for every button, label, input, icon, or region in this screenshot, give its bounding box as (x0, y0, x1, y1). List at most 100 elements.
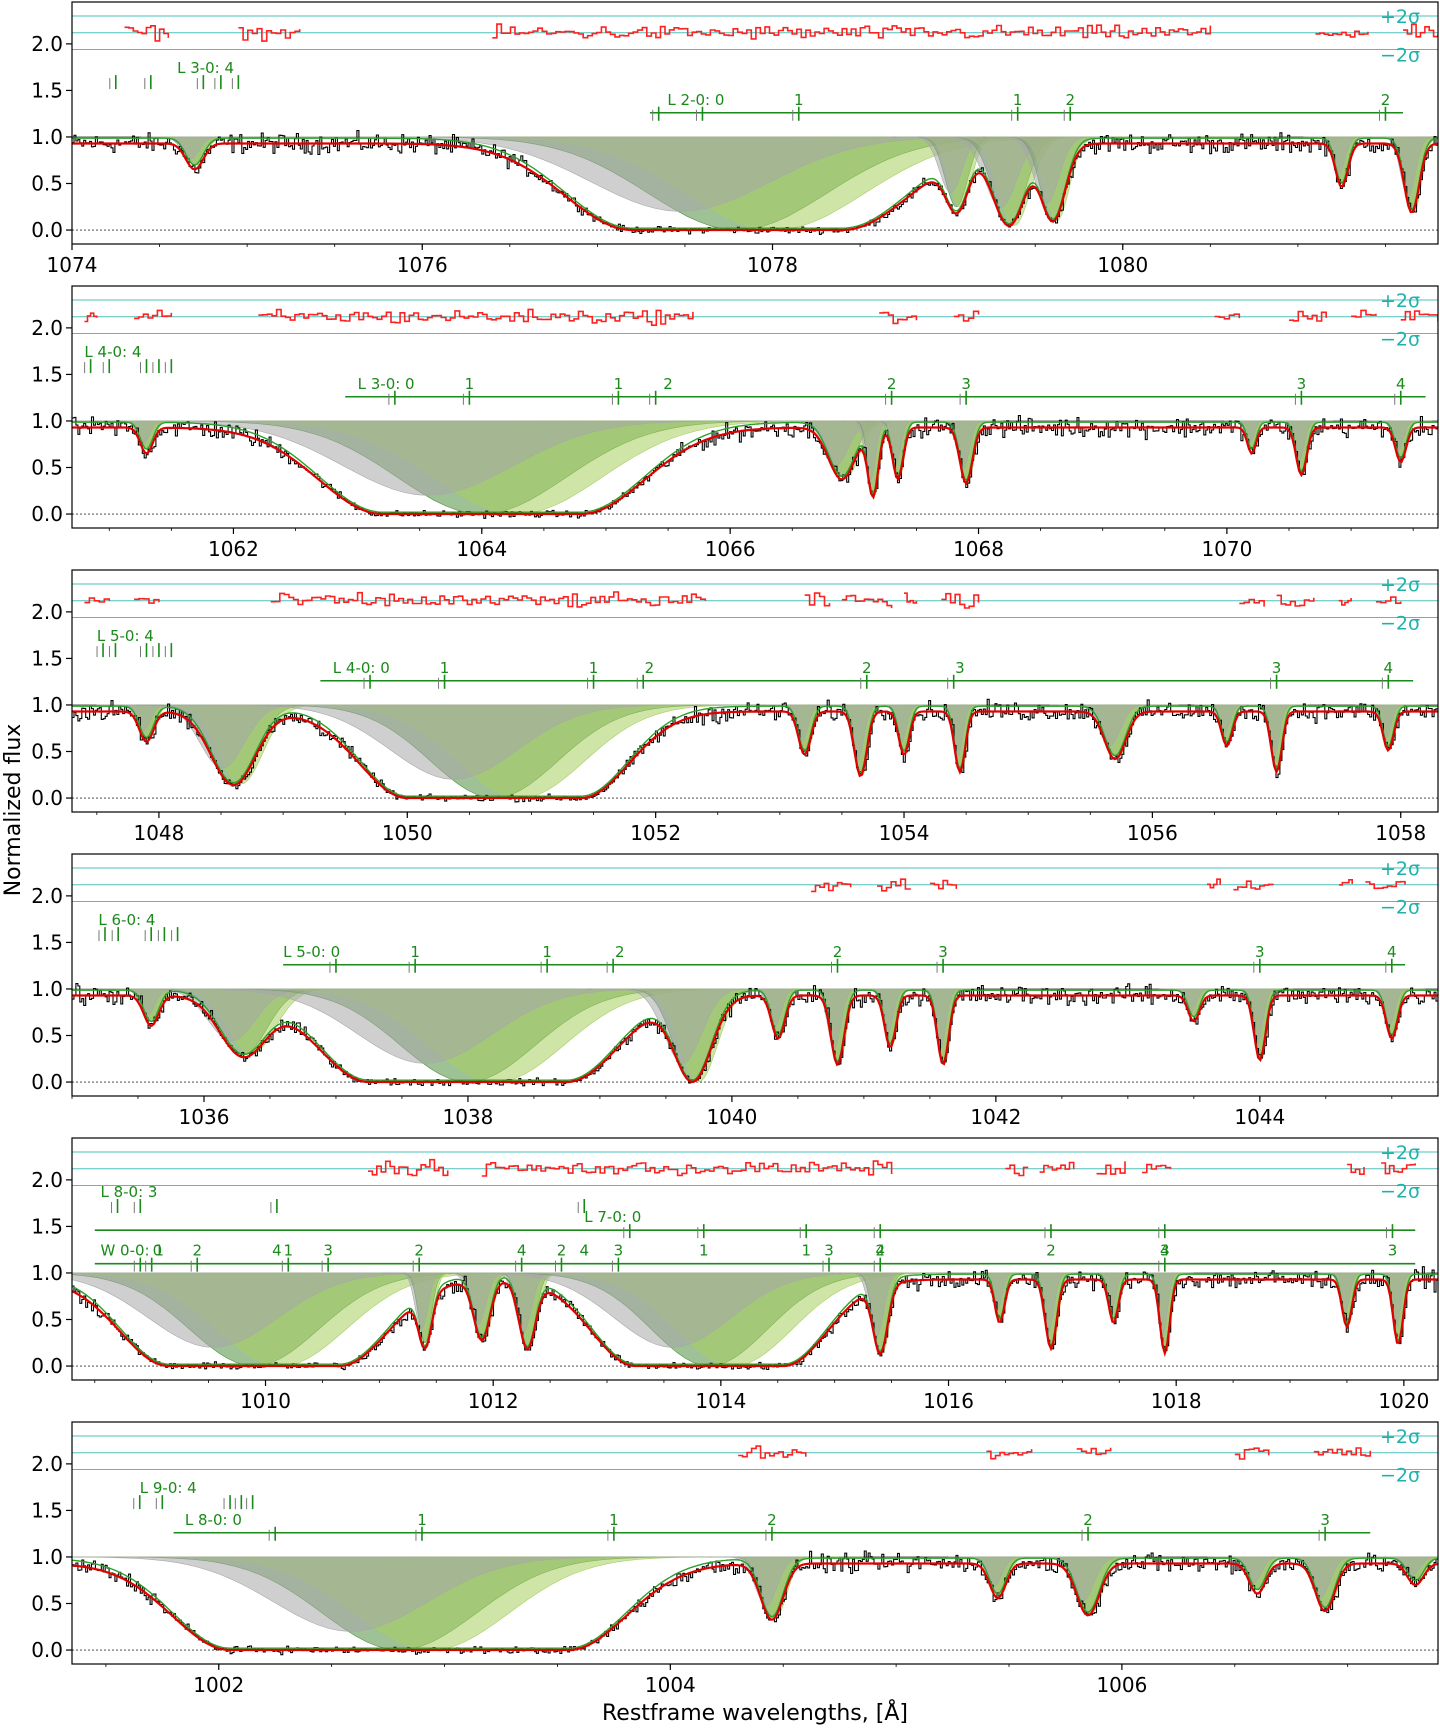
plot-area: L 6-0: 4 L 5-0: 0 1 1 2 2 3 3 4 (72, 867, 1438, 1087)
component-profile (1134, 1272, 1190, 1337)
component-profile (1268, 420, 1329, 463)
residual-segment (492, 23, 1212, 40)
component-profile (1303, 136, 1374, 175)
line-series-label: L 7-0: 0 (584, 1208, 641, 1226)
residual-segment (1214, 313, 1241, 320)
line-transition-label: 4 (1396, 375, 1406, 393)
residual-segment (738, 1445, 807, 1459)
line-transition-label: 1 (614, 375, 624, 393)
line-transition-label: 2 (862, 659, 872, 677)
line-transition-label: 2 (192, 1242, 202, 1260)
y-tick-label: 2.0 (31, 32, 63, 56)
line-transition-label: 4 (272, 1242, 282, 1260)
x-tick-label: 1080 (1097, 253, 1148, 277)
x-tick-label: 1040 (706, 1105, 757, 1129)
residual-segment (986, 1449, 1033, 1460)
residual-segment (134, 309, 173, 320)
line-transition-label: 1 (794, 91, 804, 109)
x-tick-label: 1050 (382, 821, 433, 845)
residual-segment (84, 312, 98, 323)
y-tick-label: 1.0 (31, 977, 63, 1001)
sigma-minus-label: −2σ (1380, 1180, 1420, 1202)
line-series-label: L 8-0: 3 (100, 1183, 157, 1201)
line-series-label: L 9-0: 4 (140, 1479, 197, 1497)
residual-segment (238, 27, 301, 42)
line-series-label: L 8-0: 0 (185, 1511, 242, 1529)
residual-segment (1351, 309, 1377, 318)
component-profile (1365, 1556, 1438, 1576)
line-series-label: L 4-0: 0 (333, 659, 390, 677)
residual-segment (124, 25, 170, 42)
sigma-plus-label: +2σ (1380, 1426, 1420, 1448)
y-tick-label: 1.5 (31, 362, 63, 386)
total-model (72, 994, 1438, 1084)
x-tick-label: 1076 (397, 253, 448, 277)
line-transition-label: 3 (961, 375, 971, 393)
residual-segment (811, 881, 852, 893)
total-model (72, 142, 1438, 232)
line-transition-label: 2 (557, 1242, 567, 1260)
residual-segment (258, 308, 694, 326)
line-transition-label: 1 (465, 375, 475, 393)
x-tick-label: 1002 (193, 1673, 244, 1697)
residual-segment (1076, 1447, 1112, 1456)
component-model (72, 1273, 1438, 1365)
y-tick-label: 1.5 (31, 930, 63, 954)
y-tick-label: 0.5 (31, 740, 63, 764)
residual-segment (481, 1160, 893, 1177)
residual-segment (1315, 30, 1369, 38)
sigma-plus-label: +2σ (1380, 1142, 1420, 1164)
line-transition-label: 2 (1083, 1511, 1093, 1529)
residual-segment (929, 879, 958, 890)
plot-area: L 8-0: 3L 7-0: 0W 0-0: 1 4 4 1 1 2 2 3 30 2 1 3 2 4 2 3… (72, 1151, 1438, 1371)
line-transition-label: 2 (615, 943, 625, 961)
panel-6: L 9-0: 4 L 8-0: 0 1 1 2 2 3 +2σ −2σ 0.0 0.5 1.0 1.5 2… (31, 1421, 1439, 1697)
panel-frame (71, 1137, 1439, 1381)
x-tick-label: 1016 (923, 1389, 974, 1413)
y-tick-label: 0.5 (31, 1592, 63, 1616)
residual-segment (879, 311, 918, 325)
line-transition-label: 3 (824, 1242, 834, 1260)
panel-frame (71, 1421, 1439, 1665)
residual-segment (904, 592, 918, 604)
component-model (72, 137, 1438, 229)
y-tick-label: 0.0 (31, 218, 63, 242)
y-tick-label: 1.5 (31, 1214, 63, 1238)
y-tick-label: 2.0 (31, 600, 63, 624)
line-series-label: L 4-0: 4 (84, 343, 141, 361)
line-series-label: L 5-0: 0 (283, 943, 340, 961)
observed-spectrum (72, 415, 1438, 519)
component-profile (796, 988, 872, 1049)
x-tick-label: 1018 (1151, 1389, 1202, 1413)
panel-3: L 5-0: 4 L 4-0: 0 1 1 2 2 3 3 4 +2σ −2σ 0.0 0.5 1.0 1.… (31, 569, 1439, 845)
plot-area: L 5-0: 4 L 4-0: 0 1 1 2 2 3 3 4 (72, 583, 1438, 803)
x-tick-label: 1048 (133, 821, 184, 845)
line-series-label: L 6-0: 4 (98, 911, 155, 929)
residual-segment (134, 597, 160, 604)
x-tick-label: 1062 (208, 537, 259, 561)
residual-segment (368, 1158, 449, 1177)
sigma-plus-label: +2σ (1380, 6, 1420, 28)
total-model (72, 1562, 1438, 1652)
residual-segment (1346, 1163, 1365, 1175)
component-model (72, 989, 1438, 1081)
x-tick-label: 1066 (705, 537, 756, 561)
x-tick-label: 1004 (645, 1673, 696, 1697)
line-transition-label: 3 (1320, 1511, 1330, 1529)
x-tick-label: 1012 (468, 1389, 519, 1413)
line-transition-label: 4 (517, 1242, 527, 1260)
y-tick-label: 1.0 (31, 125, 63, 149)
component-profile (1158, 988, 1223, 1012)
residual-segment (1381, 1162, 1416, 1175)
residual-segment (1365, 880, 1406, 890)
residual-segment (941, 592, 980, 609)
component-profile (72, 1556, 785, 1632)
line-transition-label: 2 (414, 1242, 424, 1260)
x-tick-label: 1038 (442, 1105, 493, 1129)
component-profile (1265, 1556, 1375, 1599)
y-tick-label: 0.0 (31, 502, 63, 526)
y-tick-label: 1.0 (31, 1545, 63, 1569)
line-transition-label: 4 (1384, 659, 1394, 677)
component-profile (870, 704, 932, 743)
